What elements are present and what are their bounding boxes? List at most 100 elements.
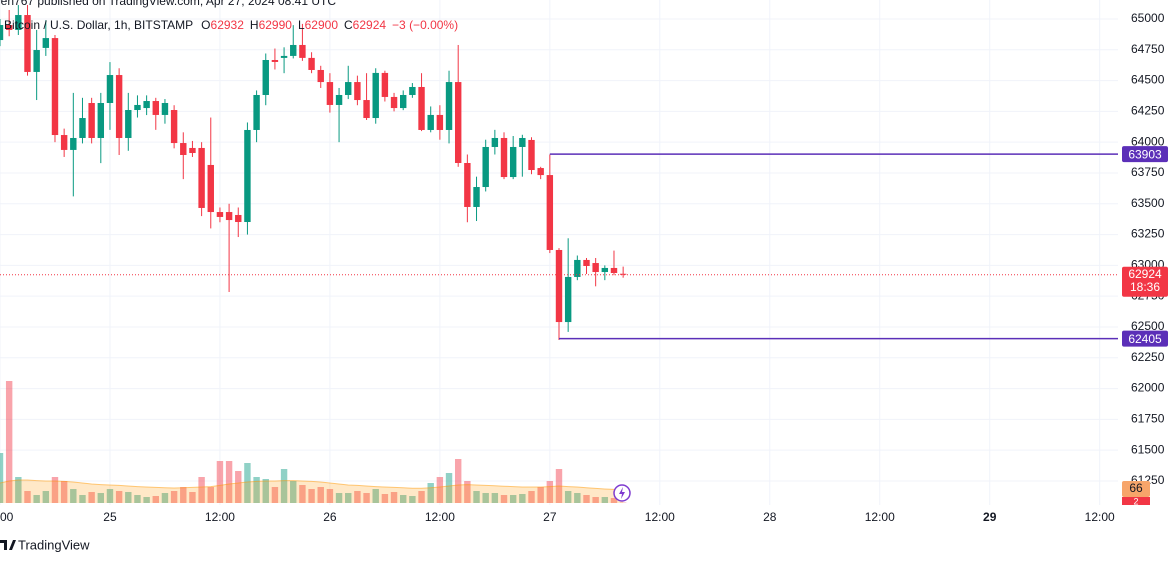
grid	[0, 0, 1118, 505]
volume-bar	[24, 491, 31, 503]
candle-body	[482, 146, 489, 188]
candle-body	[473, 187, 480, 207]
volume-bar	[5, 381, 13, 503]
candle-body	[592, 263, 599, 273]
volume-bar	[235, 471, 242, 503]
candle-body	[216, 212, 224, 217]
volume-bar	[170, 491, 178, 503]
x-tick-label: 12:00	[1085, 510, 1115, 524]
volume-ma-box	[1122, 481, 1150, 497]
volume-bar	[601, 497, 609, 503]
candle-body	[207, 164, 214, 213]
header: Bitcoin / U.S. Dollar, 1h, BITSTAMP O6293…	[4, 18, 458, 32]
candle-body	[574, 259, 581, 277]
candle-body	[271, 59, 279, 62]
alert-icon[interactable]	[613, 484, 631, 502]
candle-body	[427, 114, 434, 130]
publisher-line: Den767 published on TradingView.com, Apr…	[0, 0, 336, 8]
volume-bar	[418, 491, 425, 503]
candle-body	[134, 104, 141, 111]
x-tick-label: 29	[983, 510, 997, 524]
volume-bar	[299, 485, 306, 503]
candle-body	[106, 75, 114, 103]
y-tick-label: 61750	[1131, 412, 1165, 426]
candle-body	[564, 276, 572, 323]
volume-bar	[354, 491, 361, 503]
candle-body	[235, 214, 242, 223]
candle-body	[5, 25, 13, 30]
level-label-box	[1122, 330, 1168, 347]
x-tick-label: 26	[323, 510, 337, 524]
volume-bar	[335, 493, 343, 503]
volume-bar	[198, 477, 205, 503]
volume-bar	[445, 473, 453, 503]
candle-body	[42, 38, 50, 48]
candle-body	[308, 57, 315, 70]
candle-body	[491, 137, 499, 147]
volume-bar	[482, 493, 489, 503]
open-value: 62932	[211, 18, 245, 32]
candle-body	[152, 101, 159, 115]
axes: 6125061500617506200062250625006275063000…	[0, 11, 1168, 524]
candle-body	[180, 143, 187, 155]
y-tick-label: 62000	[1131, 381, 1165, 395]
y-tick-label: 64500	[1131, 73, 1165, 87]
volume-bar	[574, 493, 581, 503]
change: −3 (−0.00%)	[392, 18, 458, 32]
candle-body	[97, 102, 105, 138]
volume-bar	[583, 495, 590, 503]
ohlc-label: C	[344, 18, 353, 32]
y-tick-label: 62250	[1131, 350, 1165, 364]
level-label: 63903	[1128, 147, 1162, 161]
volume-pane	[0, 381, 627, 503]
volume-bar	[152, 496, 159, 503]
candle-body	[198, 147, 205, 208]
volume-bar	[372, 489, 379, 503]
volume-ma-area	[0, 480, 624, 503]
candle-body	[509, 146, 517, 178]
y-tick-label: 62500	[1131, 319, 1165, 333]
volume-bar	[528, 491, 535, 503]
candle-body	[546, 175, 554, 250]
candle-body	[418, 86, 425, 130]
last-price-box	[1122, 266, 1168, 297]
volume-bar	[189, 492, 196, 503]
candle-body	[24, 15, 31, 72]
candle-body	[262, 59, 269, 95]
candle-body	[161, 102, 169, 115]
y-tick-label: 61500	[1131, 442, 1165, 456]
y-tick-label: 63500	[1131, 196, 1165, 210]
y-tick-label: 63750	[1131, 165, 1165, 179]
close-value: 62924	[353, 18, 387, 32]
candle-body	[51, 38, 59, 136]
candle-body	[326, 82, 334, 105]
candle-body	[280, 55, 288, 58]
candle-body	[70, 137, 77, 150]
volume-bar	[546, 481, 554, 503]
volume-bar	[106, 489, 114, 503]
volume-bar	[363, 493, 370, 503]
volume-bar	[592, 497, 599, 503]
x-tick-label: 12:00	[645, 510, 675, 524]
volume-bar	[308, 489, 315, 503]
candle-body	[409, 86, 416, 95]
candle-body	[555, 249, 563, 323]
volume-bar	[564, 491, 572, 503]
candle-body	[372, 72, 379, 119]
candle-body	[519, 137, 526, 147]
candle-body	[601, 267, 609, 273]
candle-body	[335, 94, 343, 105]
x-tick-label: 12:00	[205, 510, 235, 524]
volume-bar	[207, 487, 214, 503]
candle-body	[115, 75, 123, 138]
candle-body	[500, 137, 508, 178]
volume-bar	[253, 477, 260, 503]
x-tick-label: 12:00	[865, 510, 895, 524]
candle-body	[445, 82, 453, 130]
candle-body	[290, 44, 297, 56]
volume-bar	[42, 491, 50, 503]
volume-bar	[33, 495, 40, 503]
candle-body	[15, 15, 22, 30]
candle-body	[317, 69, 324, 83]
